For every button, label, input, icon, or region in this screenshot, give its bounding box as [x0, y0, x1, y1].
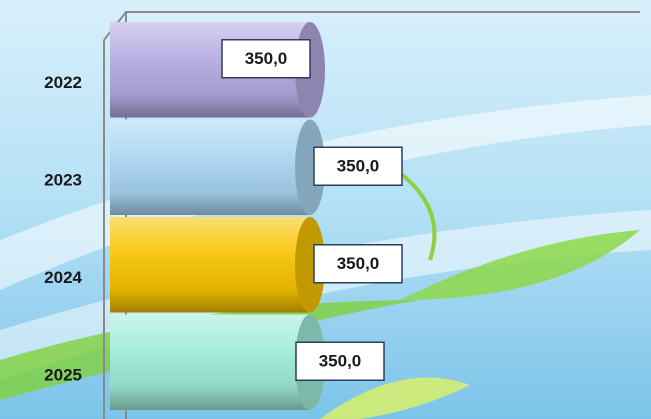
category-label: 2022 [44, 73, 82, 92]
bar-cap [295, 119, 325, 215]
cylinder [110, 217, 325, 313]
bar-cap-shade [295, 119, 325, 215]
value-label: 350,0 [245, 49, 288, 68]
bar-cap-shade [295, 217, 325, 313]
category-label: 2024 [44, 268, 82, 287]
bar-shade [110, 217, 310, 313]
bar-shade [110, 314, 310, 410]
swoosh [0, 95, 651, 290]
value-label-box [221, 39, 311, 79]
bar-cap [295, 217, 325, 313]
leaf [400, 230, 640, 300]
cylinder [110, 119, 325, 215]
value-label-box [313, 244, 403, 284]
bar-shade [110, 119, 310, 215]
leaf [320, 377, 470, 419]
swoosh [0, 210, 651, 380]
category-label: 2023 [44, 171, 82, 190]
value-label: 350,0 [337, 157, 380, 176]
value-label-box [313, 146, 403, 186]
value-label-box [295, 341, 385, 381]
category-label: 2025 [44, 366, 82, 385]
value-label: 350,0 [337, 254, 380, 273]
value-label: 350,0 [319, 352, 362, 371]
cylinder [110, 314, 325, 410]
